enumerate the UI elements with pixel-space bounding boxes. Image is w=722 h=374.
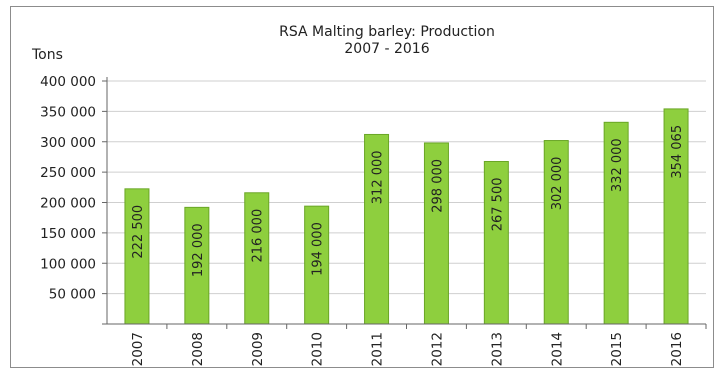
bar-value-label: 194 000 (311, 222, 326, 276)
y-tick-label: 150 000 (40, 226, 96, 242)
bar-value-label: 354 065 (670, 125, 685, 179)
bar-value-label: 192 000 (191, 223, 206, 277)
bar (244, 192, 270, 325)
x-tick-label: 2015 (609, 332, 625, 366)
bar (304, 205, 330, 325)
x-tick-label: 2010 (310, 332, 326, 366)
x-tick-label: 2008 (190, 332, 206, 366)
bar-value-label: 216 000 (251, 209, 266, 263)
x-tick-label: 2012 (429, 332, 445, 366)
bars: 222 500 192 000 216 000 194 000 312 000 298 0… (124, 108, 689, 325)
x-tick-label: 2014 (549, 332, 565, 366)
bar-value-label: 332 000 (610, 138, 625, 192)
bar (483, 160, 509, 325)
y-tick-label: 400 000 (40, 74, 96, 90)
x-tick-label: 2016 (669, 332, 685, 366)
axes: 50 000 100 000 150 000 200 000 250 000 300 00… (40, 74, 707, 366)
x-tick-label: 2013 (489, 332, 505, 366)
x-tick-label: 2011 (370, 332, 386, 366)
bar (663, 108, 689, 325)
y-tick-label: 200 000 (40, 196, 96, 212)
y-axis-label: Tons (31, 47, 63, 63)
bar-value-label: 298 000 (430, 159, 445, 213)
bar (423, 142, 449, 325)
bar-value-label: 222 500 (131, 205, 146, 259)
bar-value-label: 302 000 (550, 157, 565, 211)
y-tick-label: 300 000 (40, 135, 96, 151)
y-tick-label: 350 000 (40, 104, 96, 120)
chart-subtitle: 2007 - 2016 (344, 41, 429, 57)
chart-title: RSA Malting barley: Production (279, 24, 495, 40)
bar (364, 133, 390, 325)
x-tick-label: 2007 (130, 332, 146, 366)
x-tick-label: 2009 (250, 332, 266, 366)
bar (184, 206, 210, 325)
y-tick-label: 100 000 (40, 256, 96, 272)
y-tick-label: 250 000 (40, 165, 96, 181)
bar (603, 121, 629, 325)
bar-value-label: 267 500 (490, 177, 505, 231)
y-tick-label: 50 000 (49, 287, 96, 303)
bar-value-label: 312 000 (371, 150, 386, 204)
